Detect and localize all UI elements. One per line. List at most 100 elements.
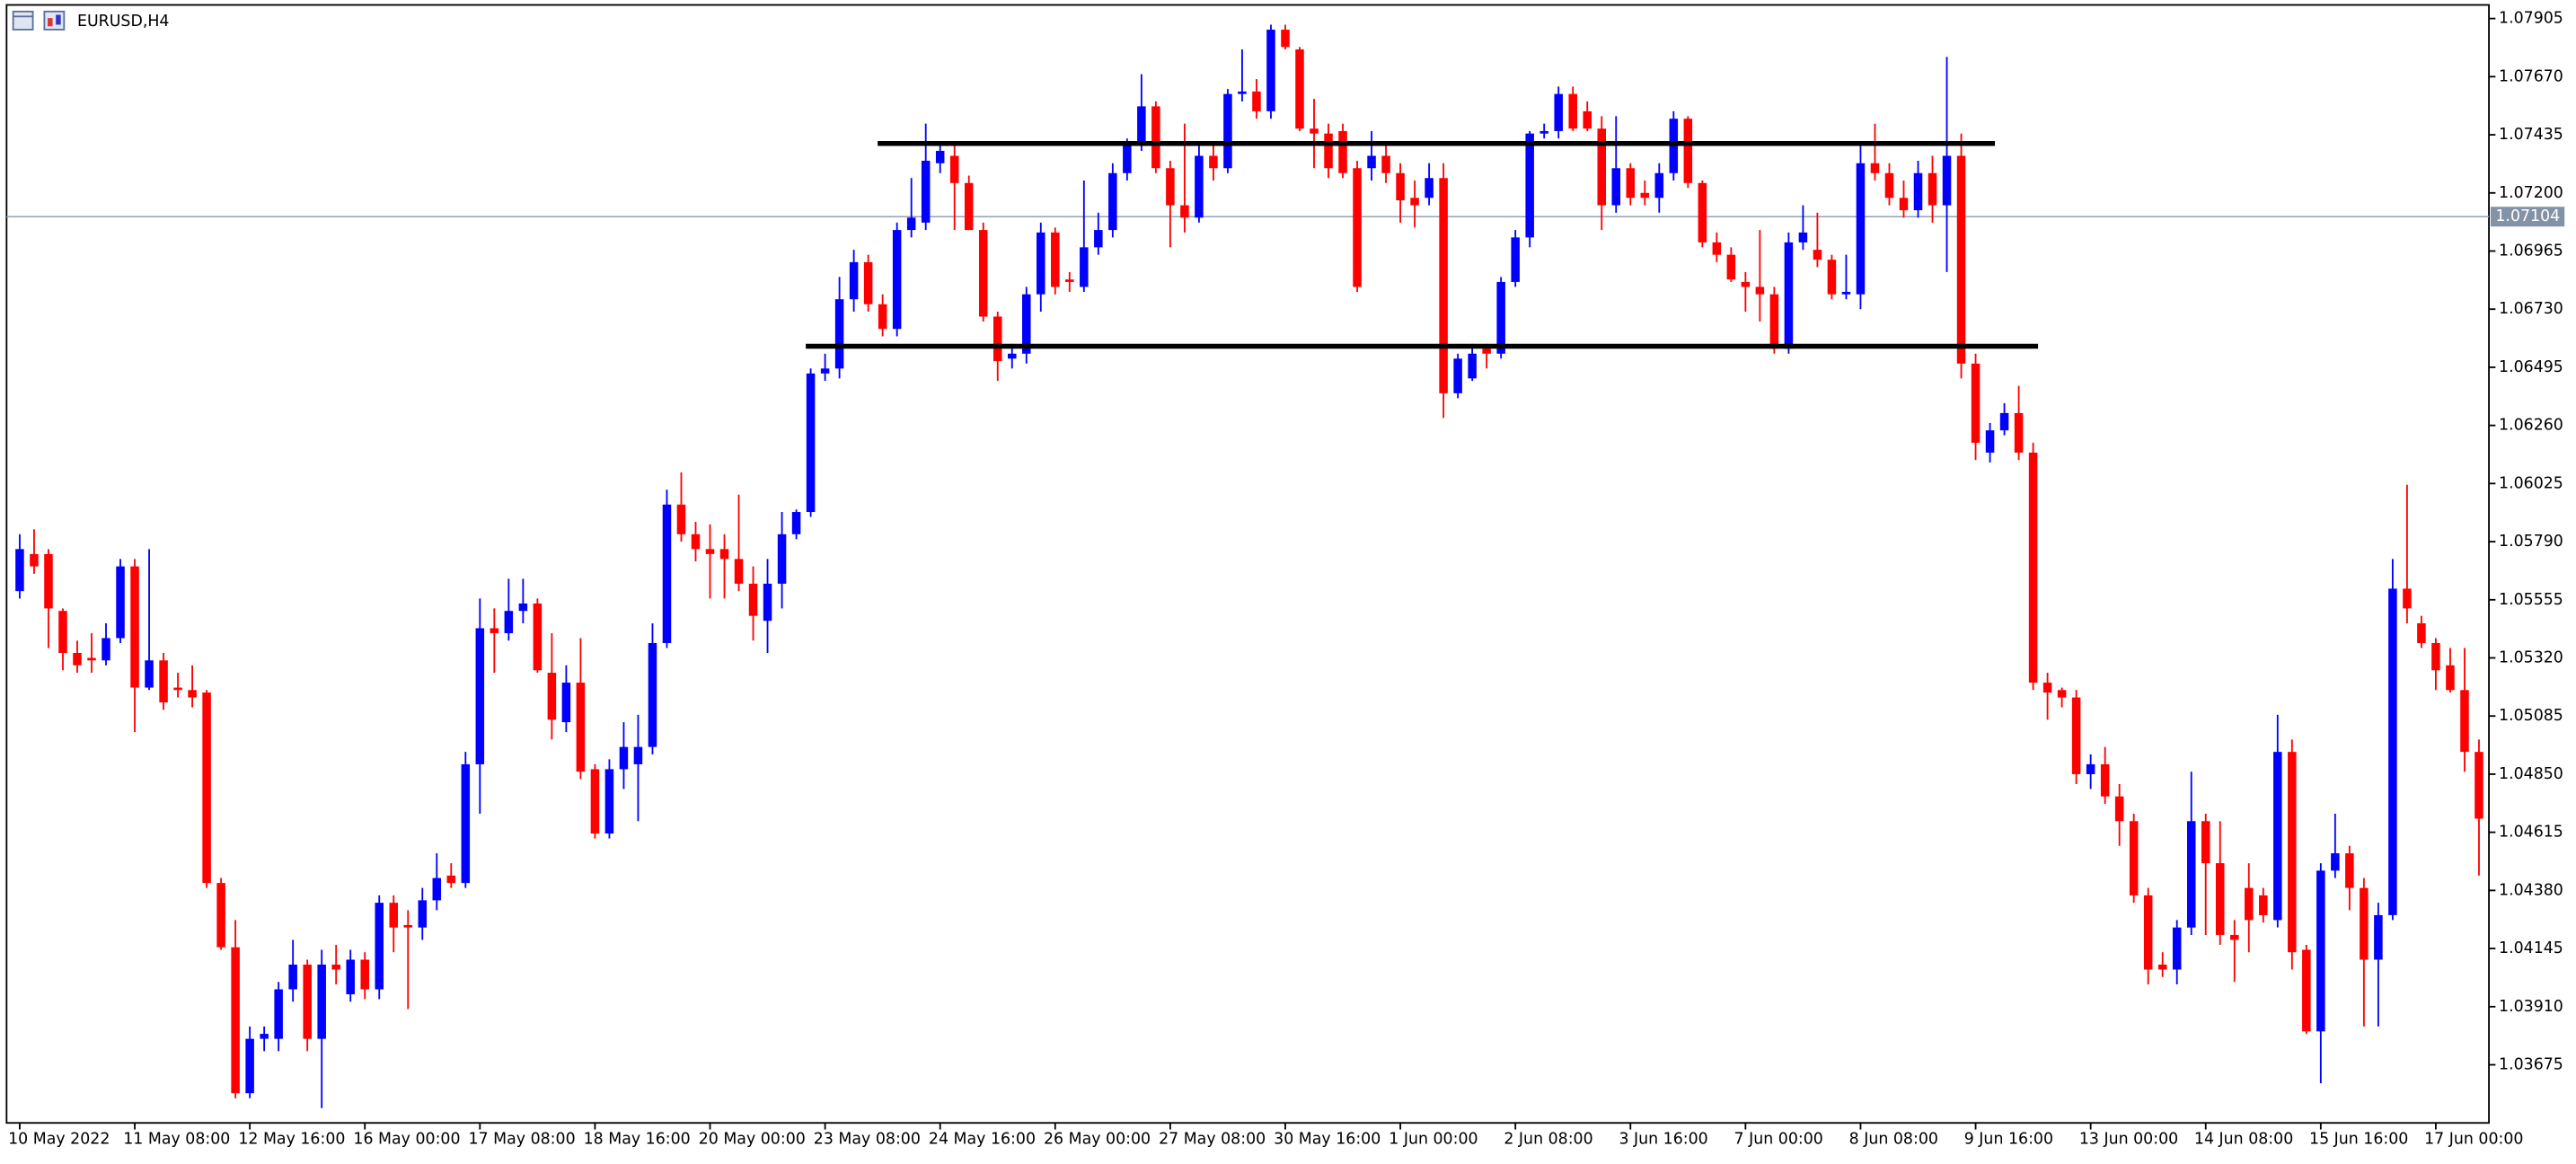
candle-body	[1353, 168, 1362, 287]
candle-body	[116, 566, 125, 639]
candle-body	[375, 903, 384, 990]
candle-body	[1425, 178, 1434, 198]
x-tick-label: 20 May 00:00	[699, 1131, 806, 1149]
candle-body	[1669, 119, 1679, 173]
candle-body	[1525, 133, 1534, 238]
candle-body	[2302, 949, 2311, 1032]
candle-body	[360, 959, 369, 990]
candle-body	[2273, 752, 2282, 921]
candle-body	[2388, 588, 2397, 915]
candle-body	[863, 261, 873, 304]
y-tick-label: 1.03675	[2499, 1056, 2563, 1074]
candle-body	[1899, 198, 1909, 211]
candle-body	[1841, 291, 1851, 295]
candle-body	[878, 304, 887, 330]
candle-body	[1741, 281, 1751, 287]
candle-body	[820, 368, 830, 374]
candle-body	[2186, 821, 2196, 928]
candle-body	[1324, 133, 1333, 169]
candle-body	[935, 150, 945, 163]
x-tick-label: 23 May 08:00	[814, 1131, 921, 1149]
candle-body	[834, 299, 844, 369]
x-tick-label: 14 Jun 08:00	[2194, 1131, 2293, 1149]
candle-body	[159, 660, 168, 703]
plot-frame	[5, 4, 2490, 1124]
y-tick-label: 1.06025	[2499, 474, 2563, 492]
candle-body	[705, 549, 715, 554]
candle-body	[964, 182, 974, 231]
candle-body	[1123, 143, 1132, 173]
candle-body	[432, 877, 442, 901]
candle-body	[1755, 287, 1765, 295]
candle-body	[15, 549, 24, 592]
y-tick-label: 1.07905	[2499, 10, 2563, 28]
candle-body	[1482, 348, 1491, 354]
x-tick-label: 13 Jun 00:00	[2079, 1131, 2178, 1149]
y-tick-label: 1.07670	[2499, 67, 2563, 85]
candle-body	[1726, 254, 1736, 280]
candle-body	[691, 534, 701, 550]
candle-body	[1410, 198, 1419, 206]
candle-body	[2475, 752, 2483, 819]
candle-body	[2460, 690, 2469, 753]
candle-body	[504, 611, 514, 633]
candle-body	[188, 690, 197, 698]
candle-body	[461, 763, 471, 884]
candle-body	[331, 964, 340, 970]
bid-label: 1.07104	[2495, 207, 2560, 225]
candle-body	[1468, 353, 1477, 379]
candle-body	[1611, 168, 1621, 206]
candle-body	[216, 883, 225, 948]
x-tick-label: 15 Jun 16:00	[2309, 1131, 2408, 1149]
candle-body	[1310, 128, 1319, 134]
candle-body	[1913, 172, 1923, 211]
candle-body	[2071, 697, 2081, 774]
y-tick-label: 1.04380	[2499, 881, 2563, 899]
candle-body	[130, 566, 139, 688]
candle-body	[619, 746, 629, 770]
bid-label-box	[2490, 207, 2565, 227]
candle-body	[763, 583, 772, 622]
candle-body	[2028, 452, 2038, 683]
candle-body	[906, 217, 916, 231]
candle-body	[1166, 168, 1175, 206]
candle-body	[1381, 155, 1390, 173]
candle-body	[1065, 279, 1074, 282]
x-tick-label: 8 Jun 08:00	[1849, 1131, 1938, 1149]
candle-body	[1856, 163, 1866, 295]
x-tick-label: 12 May 16:00	[238, 1131, 345, 1149]
candle-body	[978, 230, 988, 317]
candle-body	[2143, 895, 2153, 970]
candle-body	[576, 683, 586, 772]
candle-body	[2345, 853, 2354, 888]
candle-body	[58, 611, 67, 654]
candle-body	[30, 553, 39, 567]
candle-body	[475, 628, 485, 764]
y-tick-label: 1.07435	[2499, 126, 2563, 144]
candle-body	[1884, 172, 1894, 198]
candle-body	[44, 553, 53, 609]
candle-body	[1238, 91, 1247, 94]
y-tick-label: 1.03910	[2499, 998, 2563, 1016]
candle-body	[2446, 665, 2455, 691]
candle-body	[806, 373, 816, 513]
candle-body	[490, 628, 499, 633]
candle-body	[533, 603, 543, 671]
x-tick-label: 24 May 16:00	[929, 1131, 1036, 1149]
candle-body	[274, 989, 283, 1039]
candle-body	[2100, 763, 2110, 797]
candle-body	[1094, 230, 1103, 248]
candle-body	[1813, 250, 1822, 260]
candle-body	[1496, 281, 1505, 354]
candle-body	[2360, 887, 2369, 960]
candle-body	[1108, 172, 1117, 231]
x-tick-label: 3 Jun 16:00	[1619, 1131, 1707, 1149]
candle-body	[1008, 353, 1017, 359]
y-tick-label: 1.04145	[2499, 939, 2563, 957]
y-tick-label: 1.04615	[2499, 824, 2563, 842]
candle-body	[2316, 870, 2325, 1032]
candle-body	[1281, 30, 1290, 48]
candle-body	[676, 504, 686, 534]
candle-body	[87, 657, 96, 661]
candle-body	[418, 900, 428, 928]
